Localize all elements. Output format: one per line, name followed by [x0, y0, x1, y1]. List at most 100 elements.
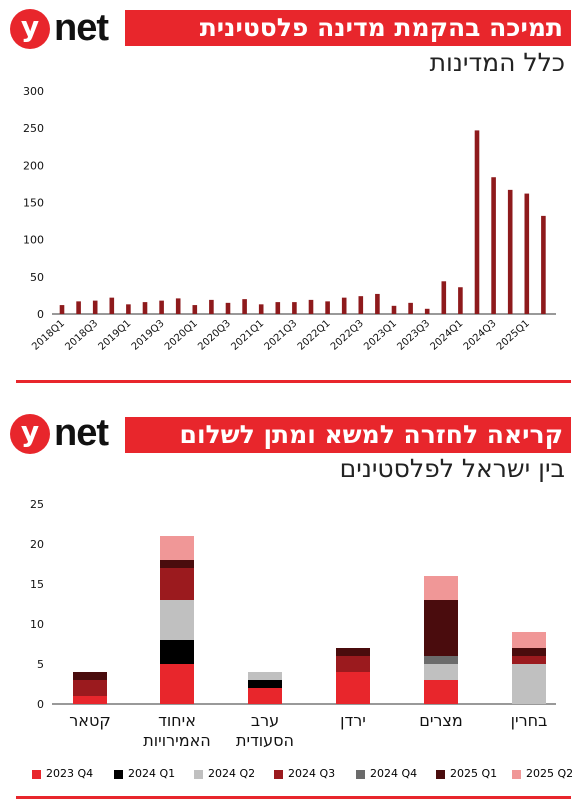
bar-2025Q1 [524, 193, 530, 314]
legend-item: 2024 Q4 [356, 764, 417, 784]
bar-segment-2023-Q4 [336, 672, 370, 704]
divider-top [16, 380, 571, 383]
bar-segment-2025-Q2 [160, 536, 194, 560]
category-label: קטאר [69, 711, 110, 730]
bar-segment-2025-Q2 [512, 632, 546, 648]
bottom-chart-title: קריאה לחזרה למשא ומתן לשלום [125, 417, 571, 453]
x-tick-label: 2024Q1 [429, 318, 466, 353]
ynet-logo: y net [6, 7, 122, 51]
bar-2021Q4 [308, 299, 314, 314]
bar-segment-2024-Q2 [248, 672, 282, 680]
bar-2019Q3 [159, 300, 164, 314]
category-label: איחוד [158, 711, 196, 730]
legend-item: 2024 Q3 [274, 764, 335, 784]
legend-swatch [436, 769, 445, 779]
y-tick-label: 300 [23, 85, 44, 98]
legend-swatch [356, 769, 365, 779]
x-tick-label: 2022Q1 [296, 318, 333, 353]
bar-2018Q2 [76, 301, 81, 314]
x-tick-label: 2021Q1 [229, 318, 266, 353]
bar-segment-2024-Q2 [512, 664, 546, 704]
category-label: הסעודית [236, 731, 294, 750]
bar-2024Q3 [491, 177, 496, 314]
logo-word: net [54, 412, 109, 454]
bar-2021Q3 [292, 302, 297, 314]
category-label: ערב [251, 711, 279, 730]
logo-letter: y [10, 9, 50, 49]
bar-segment-2025-Q2 [424, 576, 458, 600]
category-label: ירדן [340, 711, 366, 730]
legend-swatch [194, 769, 203, 779]
bar-2022Q3 [358, 296, 364, 314]
bar-segment-2023-Q4 [73, 696, 107, 704]
bottom-chart-subtitle: בין ישראל לפלסטינים [339, 454, 565, 483]
bar-segment-2024-Q4 [424, 656, 458, 664]
legend-swatch [274, 769, 283, 779]
x-tick-label: 2025Q1 [495, 318, 532, 353]
y-tick-label: 20 [30, 538, 44, 551]
chart-legend: 2023 Q4 2024 Q1 2024 Q2 2024 Q3 2024 Q4 2025 … [18, 764, 573, 784]
legend-item: 2024 Q2 [194, 764, 255, 784]
bar-2022Q2 [341, 297, 347, 314]
x-tick-label: 2021Q3 [263, 318, 300, 353]
bar-2019Q2 [142, 302, 148, 314]
bar-segment-2024-Q3 [336, 656, 370, 672]
y-tick-label: 150 [23, 197, 44, 210]
bar-segment-2025-Q1 [424, 600, 458, 656]
top-chart-subtitle: כלל המדינות [429, 48, 565, 77]
bar-segment-2023-Q4 [248, 688, 282, 704]
bar-segment-2023-Q4 [160, 664, 194, 704]
x-tick-label: 2020Q1 [163, 318, 200, 353]
y-tick-label: 250 [23, 122, 44, 135]
bar-2023Q1 [391, 305, 397, 314]
x-tick-label: 2019Q3 [130, 318, 167, 353]
bar-2023Q3 [424, 308, 430, 314]
legend-item: 2024 Q1 [114, 764, 175, 784]
bar-2018Q3 [92, 300, 98, 314]
x-tick-label: 2018Q3 [63, 318, 100, 353]
bar-segment-2025-Q1 [336, 648, 370, 656]
y-tick-label: 10 [30, 618, 44, 631]
category-label: בחרין [511, 711, 548, 730]
bar-2020Q1 [192, 305, 198, 314]
bar-2022Q4 [375, 293, 380, 314]
bar-segment-2024-Q3 [73, 680, 107, 696]
bar-2023Q4 [441, 281, 447, 314]
bar-2018Q1 [59, 305, 65, 314]
legend-swatch [114, 769, 123, 779]
x-tick-label: 2024Q3 [462, 318, 499, 353]
bar-segment-2025-Q1 [73, 672, 107, 680]
logo-word: net [54, 7, 109, 49]
legend-label: 2023 Q4 [46, 767, 94, 780]
bar-2022Q1 [325, 301, 330, 314]
y-tick-label: 100 [23, 234, 44, 247]
y-tick-label: 0 [37, 308, 44, 321]
bar-2023Q2 [408, 302, 413, 314]
bar-2018Q4 [109, 297, 115, 314]
top-bar-chart: 0 50 100 150 200 250 300 2018Q12018Q32019Q12019… [23, 85, 556, 353]
x-tick-label: 2019Q1 [97, 318, 134, 353]
legend-label: 2024 Q3 [288, 767, 336, 780]
bar-2020Q4 [242, 299, 247, 314]
bar-2024Q1 [458, 287, 463, 314]
legend-item: 2025 Q2 [512, 764, 573, 784]
legend-label: 2024 Q1 [128, 767, 176, 780]
x-tick-label: 2023Q3 [395, 318, 432, 353]
bar-2025Q2 [541, 215, 546, 314]
legend-label: 2025 Q1 [450, 767, 498, 780]
bar-2020Q3 [225, 302, 231, 314]
bar-2024Q4 [507, 189, 513, 314]
bar-segment-2024-Q3 [512, 656, 546, 664]
legend-swatch [32, 769, 41, 779]
legend-item: 2025 Q1 [436, 764, 497, 784]
legend-label: 2024 Q4 [370, 767, 418, 780]
x-tick-label: 2022Q3 [329, 318, 366, 353]
bar-2019Q4 [175, 298, 181, 314]
divider-bottom [16, 796, 571, 799]
x-tick-label: 2018Q1 [30, 318, 67, 353]
bar-2021Q2 [275, 302, 281, 314]
ynet-logo: y net [6, 412, 122, 456]
bar-segment-2024-Q1 [248, 680, 282, 688]
bar-2020Q2 [209, 299, 214, 314]
bar-2024Q2 [474, 130, 480, 314]
